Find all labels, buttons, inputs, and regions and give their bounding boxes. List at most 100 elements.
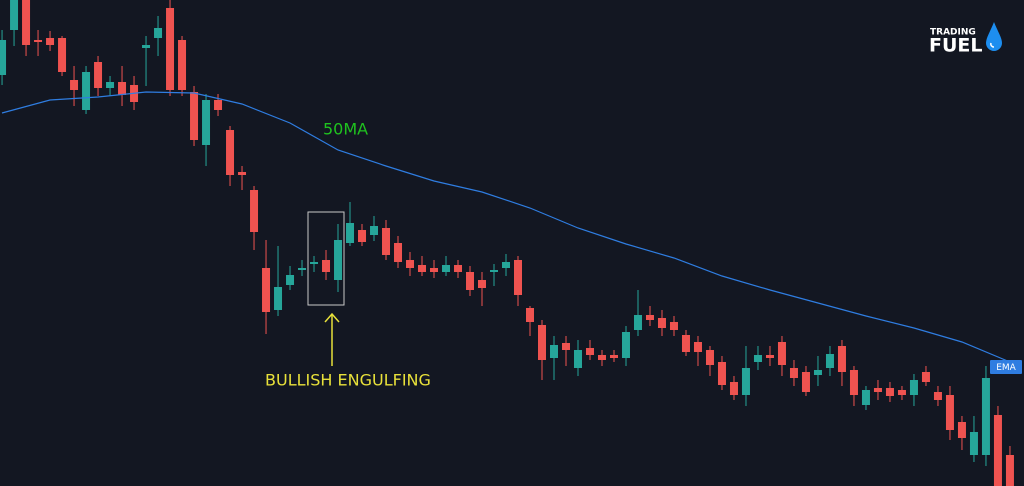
candle-body: [969, 432, 978, 455]
candle-body: [633, 315, 642, 330]
logo-top: TRADING: [930, 28, 976, 38]
arrow-head: [324, 312, 340, 323]
candle-body: [430, 268, 439, 272]
candle-body: [94, 62, 103, 88]
candle-body: [502, 262, 511, 268]
logo-drop-shine: [990, 42, 995, 48]
candle-body: [693, 342, 702, 352]
candle-body: [286, 275, 295, 285]
candle-body: [837, 346, 846, 372]
candle-body: [262, 268, 271, 312]
candle-body: [741, 368, 750, 395]
candle-body: [478, 280, 487, 288]
candle-body: [70, 80, 79, 90]
candle-body: [885, 388, 894, 396]
candle-body: [202, 100, 211, 145]
candle-body: [777, 342, 786, 365]
candle-body: [118, 82, 127, 95]
candle-body: [466, 272, 475, 290]
logo-drop: [986, 22, 1002, 51]
series-tag-box: [990, 360, 1022, 374]
candle-body: [382, 228, 391, 255]
candle-body: [358, 230, 367, 242]
candle-body: [753, 355, 762, 362]
candle-body: [729, 382, 738, 395]
candle-body: [190, 92, 199, 140]
candle-body: [154, 28, 163, 38]
ma-label: 50MA: [323, 120, 368, 139]
candle-body: [585, 348, 594, 355]
candle-body: [10, 0, 19, 30]
candle-body: [873, 388, 882, 392]
candle-body: [789, 368, 798, 378]
candle-body: [370, 226, 379, 235]
candle-body: [681, 335, 690, 352]
candle-body: [0, 40, 7, 75]
candle-body: [993, 415, 1002, 486]
candle-body: [274, 287, 283, 310]
candle-body: [82, 72, 91, 110]
candle-body: [250, 190, 259, 232]
candle-body: [813, 370, 822, 375]
ema-line: [1, 91, 1011, 363]
candle-body: [597, 355, 606, 360]
candle-body: [298, 268, 307, 270]
candle-body: [621, 332, 630, 358]
candle-body: [454, 265, 463, 272]
highlight-box: [307, 211, 345, 306]
candle-body: [442, 265, 451, 272]
candle-body: [1005, 455, 1014, 486]
candle-body: [346, 223, 355, 243]
candle-body: [669, 322, 678, 330]
candle-body: [537, 325, 546, 360]
candle-body: [909, 380, 918, 395]
pattern-label: BULLISH ENGULFING: [265, 371, 431, 390]
candle-body: [717, 362, 726, 385]
candle-body: [34, 40, 43, 42]
candle-body: [22, 0, 31, 45]
candle-body: [645, 315, 654, 320]
candle-body: [238, 172, 247, 175]
candle-body: [406, 260, 415, 268]
candle-body: [490, 270, 499, 272]
candle-body: [418, 265, 427, 272]
candle-body: [322, 260, 331, 272]
candle-body: [981, 378, 990, 455]
candle-body: [549, 345, 558, 358]
candle-body: [765, 355, 774, 358]
candle-body: [310, 262, 319, 264]
candle-body: [849, 370, 858, 395]
candle-body: [513, 260, 522, 295]
logo-bottom: FUEL: [929, 35, 983, 57]
candle-body: [561, 343, 570, 350]
candle-body: [921, 372, 930, 382]
candle-body: [226, 130, 235, 175]
candle-body: [214, 100, 223, 110]
candle-body: [142, 45, 151, 48]
candle-body: [897, 390, 906, 395]
candle-body: [178, 40, 187, 90]
candle-body: [573, 350, 582, 368]
candle-body: [166, 8, 175, 90]
candle-body: [945, 395, 954, 430]
candle-body: [334, 240, 343, 280]
candle-body: [525, 308, 534, 322]
candle-body: [957, 422, 966, 438]
candle-body: [705, 350, 714, 365]
candle-body: [933, 392, 942, 400]
candle-body: [106, 82, 115, 88]
candle-body: [657, 318, 666, 328]
candle-body: [801, 372, 810, 392]
candle-body: [58, 38, 67, 72]
series-tag-label: EMA: [996, 363, 1016, 373]
candle-body: [861, 390, 870, 405]
candle-body: [394, 243, 403, 262]
candle-body: [825, 354, 834, 368]
series-tag: EMA: [990, 360, 1022, 374]
candle-body: [46, 38, 55, 45]
candle-body: [609, 355, 618, 358]
